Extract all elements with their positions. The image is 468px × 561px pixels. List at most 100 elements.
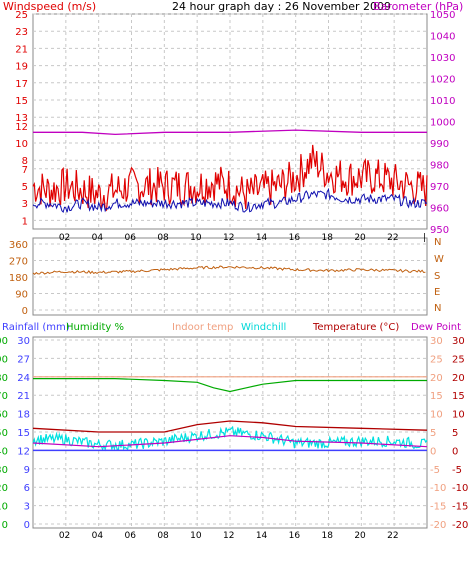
- temperature-tick-label: 30: [452, 336, 465, 347]
- time-tick-label: 06: [125, 531, 137, 541]
- temperature-tick-label: 15: [452, 391, 465, 402]
- time-tick-label: 14: [256, 233, 268, 243]
- wind-tick-label: 10: [15, 139, 28, 150]
- wind-tick-label: 8: [22, 156, 28, 167]
- wind-tick-label: 13: [15, 113, 28, 124]
- wind-tick-label: 17: [15, 79, 28, 90]
- rainfall-tick-label: 0: [24, 520, 30, 531]
- time-tick-label: 12: [223, 233, 234, 243]
- temperature-series: [32, 420, 428, 433]
- humidity-series: [33, 378, 427, 393]
- time-tick-label: 10: [190, 233, 202, 243]
- indoor-temp-tick-label: 25: [430, 354, 443, 365]
- compass-tick-label: S: [434, 271, 440, 282]
- compass-tick-label: N: [434, 303, 441, 314]
- compass-tick-label: E: [434, 287, 440, 298]
- temperature-tick-label: 10: [452, 410, 465, 421]
- time-tick-label: 20: [354, 233, 366, 243]
- humidity-tick-label: 30: [0, 465, 8, 476]
- temperature-tick-label: -10: [452, 483, 468, 494]
- baro-tick-label: 970: [430, 182, 449, 193]
- indoor-temp-tick-label: 0: [430, 446, 436, 457]
- time-tick-label: 22: [387, 531, 398, 541]
- wind-tick-label: 1: [22, 216, 28, 227]
- humidity-tick-label: 10: [0, 502, 8, 513]
- wind-tick-label: 25: [15, 10, 28, 21]
- humidity-tick-label: 20: [0, 483, 8, 494]
- baro-tick-label: 990: [430, 139, 449, 150]
- temperature-tick-label: 25: [452, 354, 465, 365]
- direction-tick-label: 180: [9, 273, 28, 284]
- baro-tick-label: 980: [430, 161, 449, 172]
- humidity-tick-label: 80: [0, 373, 8, 384]
- temperature-tick-label: -20: [452, 520, 468, 531]
- wind-average-series: [32, 188, 428, 213]
- dewpoint-series: [32, 435, 428, 448]
- direction-tick-label: 360: [9, 240, 28, 251]
- indoor-temp-tick-label: 30: [430, 336, 443, 347]
- graph-title: 24 hour graph day : 26 November 2009: [172, 0, 391, 13]
- temperature-tick-label: -15: [452, 502, 468, 513]
- wind-tick-label: 12: [15, 122, 28, 133]
- indoor-temp-tick-label: 20: [430, 373, 443, 384]
- compass-tick-label: W: [434, 254, 444, 265]
- wind-tick-label: 5: [22, 182, 28, 193]
- rainfall-tick-label: 30: [17, 336, 30, 347]
- time-tick-label: 10: [190, 531, 202, 541]
- indoor-temp-tick-label: -10: [430, 483, 446, 494]
- time-tick-label: 02: [59, 233, 70, 243]
- wind-tick-label: 19: [15, 62, 28, 73]
- windchill-label: Windchill: [241, 322, 286, 333]
- humidity-tick-label: 100: [0, 336, 8, 347]
- humidity-tick-label: 70: [0, 391, 8, 402]
- direction-tick-label: 270: [9, 257, 28, 268]
- time-tick-label: 18: [322, 233, 334, 243]
- rainfall-tick-label: 12: [17, 446, 30, 457]
- baro-tick-label: 1050: [430, 10, 455, 21]
- time-tick-label: |: [423, 233, 426, 243]
- baro-tick-label: 1010: [430, 96, 455, 107]
- wind-tick-label: 7: [22, 165, 28, 176]
- time-tick-label: 08: [157, 233, 169, 243]
- baro-tick-label: 960: [430, 204, 449, 215]
- temperature-tick-label: 0: [452, 446, 458, 457]
- wind-tick-label: 3: [22, 199, 28, 210]
- rainfall-tick-label: 9: [24, 465, 30, 476]
- time-tick-label: 06: [125, 233, 137, 243]
- humidity-tick-label: 60: [0, 410, 8, 421]
- baro-tick-label: 1000: [430, 118, 455, 129]
- direction-tick-label: 90: [15, 290, 28, 301]
- indoor-temp-tick-label: 15: [430, 391, 443, 402]
- wind-tick-label: 23: [15, 27, 28, 38]
- time-tick-label: 22: [387, 233, 398, 243]
- time-tick-label: 12: [223, 531, 234, 541]
- humidity-tick-label: 0: [2, 520, 8, 531]
- wind-direction-series: [32, 265, 426, 275]
- indoor-temp-tick-label: -15: [430, 502, 446, 513]
- barometer-series: [33, 129, 427, 136]
- baro-tick-label: 1030: [430, 53, 455, 64]
- indoor-temp-tick-label: 10: [430, 410, 443, 421]
- rainfall-tick-label: 3: [24, 502, 30, 513]
- time-tick-label: 08: [157, 531, 169, 541]
- rainfall-tick-label: 15: [17, 428, 30, 439]
- wind-tick-label: 21: [15, 44, 28, 55]
- indoor-temp-tick-label: -20: [430, 520, 446, 531]
- temperature-tick-label: -5: [452, 465, 462, 476]
- time-tick-label: 02: [59, 531, 70, 541]
- time-tick-label: 16: [289, 233, 301, 243]
- time-tick-label: 16: [289, 531, 301, 541]
- indoor-temp-tick-label: -5: [430, 465, 440, 476]
- time-tick-label: 04: [92, 233, 104, 243]
- windspeed-axis-label: Windspeed (m/s): [3, 0, 96, 13]
- temperature-tick-label: 5: [452, 428, 458, 439]
- baro-tick-label: 1020: [430, 75, 455, 86]
- barometer-axis-label: Barometer (hPa): [373, 0, 463, 13]
- direction-tick-label: 0: [22, 306, 28, 317]
- rainfall-tick-label: 18: [17, 410, 30, 421]
- rainfall-tick-label: 6: [24, 483, 30, 494]
- humidity-tick-label: 90: [0, 354, 8, 365]
- rainfall-tick-label: 21: [17, 391, 30, 402]
